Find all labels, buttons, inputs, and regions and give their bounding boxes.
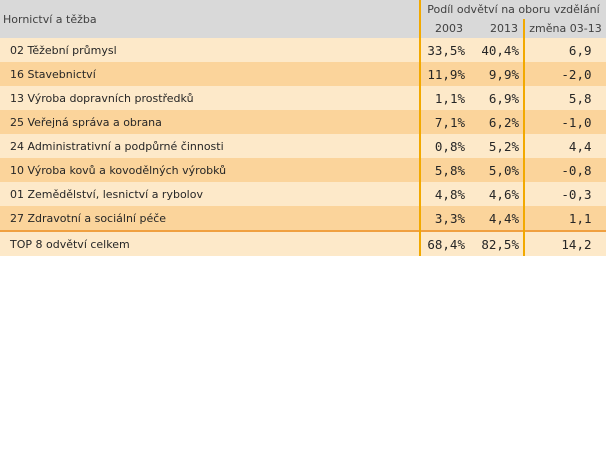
value-change: 1,1 bbox=[568, 210, 592, 226]
total-change: 14,2 bbox=[561, 236, 592, 252]
value-2013: 5,0% bbox=[469, 158, 524, 182]
value-2003: 0,8% bbox=[419, 134, 469, 158]
total-2003: 68,4% bbox=[419, 230, 469, 256]
value-2013: 4,6% bbox=[469, 182, 524, 206]
row-name: 25 Veřejná správa a obrana bbox=[0, 110, 420, 134]
value-2003: 33,5% bbox=[419, 38, 469, 62]
table-row: 10 Výroba kovů a kovodělných výrobků 5,8… bbox=[0, 158, 606, 182]
value-2013: 6,9% bbox=[469, 86, 524, 110]
value-2003: 11,9% bbox=[419, 62, 469, 86]
total-label: TOP 8 odvětví celkem bbox=[0, 230, 420, 256]
total-2013: 82,5% bbox=[469, 230, 524, 256]
value-change: 4,4 bbox=[568, 138, 592, 154]
value-2003: 1,1% bbox=[419, 86, 469, 110]
row-name: 24 Administrativní a podpůrné činnosti bbox=[0, 134, 420, 158]
total-row: TOP 8 odvětví celkem 68,4% 82,5% 14,2 bbox=[0, 230, 606, 256]
value-change: 5,8 bbox=[568, 90, 592, 106]
value-2003: 5,8% bbox=[419, 158, 469, 182]
table-row: 02 Těžební průmysl 33,5% 40,4% 6,9 bbox=[0, 38, 606, 62]
value-change: 6,9 bbox=[568, 42, 592, 58]
value-change: -1,0 bbox=[561, 114, 592, 130]
column-header-2013: 2013 bbox=[469, 19, 524, 38]
value-change: -0,3 bbox=[561, 186, 592, 202]
row-name: 13 Výroba dopravních prostředků bbox=[0, 86, 420, 110]
table-row: 27 Zdravotní a sociální péče 3,3% 4,4% 1… bbox=[0, 206, 606, 231]
table-row: 24 Administrativní a podpůrné činnosti 0… bbox=[0, 134, 606, 158]
row-name: 02 Těžební průmysl bbox=[0, 38, 420, 62]
group-header: Podíl odvětví na oboru vzdělání bbox=[419, 0, 606, 19]
table-corner-label: Hornictví a těžba bbox=[0, 0, 420, 38]
industry-share-table: Hornictví a těžba Podíl odvětví na oboru… bbox=[0, 0, 606, 256]
value-2013: 9,9% bbox=[469, 62, 524, 86]
value-2013: 40,4% bbox=[469, 38, 524, 62]
table-row: 01 Zemědělství, lesnictví a rybolov 4,8%… bbox=[0, 182, 606, 206]
value-2013: 4,4% bbox=[469, 206, 524, 231]
table-row: 16 Stavebnictví 11,9% 9,9% -2,0 bbox=[0, 62, 606, 86]
value-2013: 6,2% bbox=[469, 110, 524, 134]
row-name: 10 Výroba kovů a kovodělných výrobků bbox=[0, 158, 420, 182]
value-2003: 7,1% bbox=[419, 110, 469, 134]
table-row: 13 Výroba dopravních prostředků 1,1% 6,9… bbox=[0, 86, 606, 110]
row-name: 16 Stavebnictví bbox=[0, 62, 420, 86]
row-name: 01 Zemědělství, lesnictví a rybolov bbox=[0, 182, 420, 206]
value-change: -2,0 bbox=[561, 66, 592, 82]
value-2003: 4,8% bbox=[419, 182, 469, 206]
column-header-change: změna 03-13 bbox=[523, 19, 606, 38]
value-2003: 3,3% bbox=[419, 206, 469, 231]
table-row: 25 Veřejná správa a obrana 7,1% 6,2% -1,… bbox=[0, 110, 606, 134]
value-2013: 5,2% bbox=[469, 134, 524, 158]
column-header-2003: 2003 bbox=[419, 19, 469, 38]
value-change: -0,8 bbox=[561, 162, 592, 178]
row-name: 27 Zdravotní a sociální péče bbox=[0, 206, 420, 231]
